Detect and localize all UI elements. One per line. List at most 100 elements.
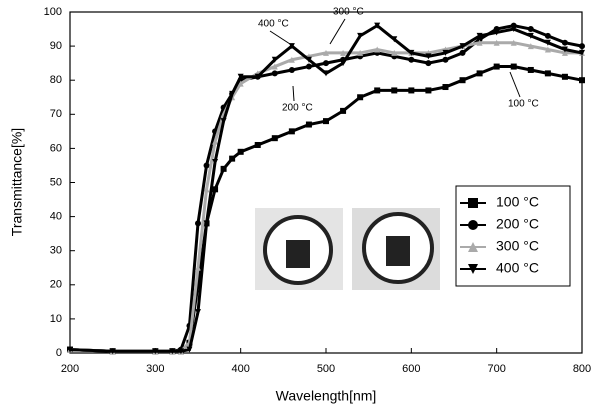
data-point [195,264,201,271]
data-point [561,49,568,56]
data-point [229,155,236,162]
y-tick-label: 50 [50,176,62,188]
data-point [527,32,534,39]
data-point [442,56,449,63]
data-point [237,80,244,87]
data-point [212,186,219,193]
legend-label: 200 °C [496,216,539,232]
y-tick-label: 90 [50,40,62,52]
x-tick-label: 800 [573,363,591,375]
data-point [374,46,381,53]
annotation: 200 °C [282,103,313,114]
logo-mark [286,240,310,268]
data-point [459,49,466,56]
data-point [357,49,364,56]
data-point [425,87,432,94]
data-point [177,348,184,355]
series-line [69,23,583,353]
data-point [323,118,329,125]
data-point [288,128,295,135]
data-point [374,87,381,94]
data-point [425,60,432,67]
series-line [69,41,582,353]
data-point [169,348,176,355]
annotation: 400 °C [258,19,289,30]
data-point [195,220,201,227]
data-point [374,22,381,29]
data-point [493,63,500,70]
data-point [510,39,517,46]
data-point [510,26,517,33]
annotation-arrow [509,71,521,98]
data-point [544,70,551,77]
annotation: 100 °C [508,99,539,110]
data-point [442,49,449,56]
x-tick-label: 300 [146,363,164,375]
data-point [340,107,347,114]
x-tick-label: 400 [231,363,249,375]
data-point [561,73,568,80]
legend-label: 400 °C [496,260,539,276]
data-point [288,66,295,73]
data-point [476,70,483,77]
annotation: 300 °C [333,7,364,18]
data-point [408,87,415,94]
data-point [561,46,568,53]
legend-label: 300 °C [496,238,539,254]
data-point [527,66,534,73]
y-tick-label: 100 [44,6,62,18]
x-tick-label: 700 [487,363,505,375]
data-point [544,39,551,46]
legend-marker [468,264,478,274]
data-point [305,121,312,128]
y-tick-label: 40 [50,211,62,223]
data-point [579,49,585,56]
data-point [442,84,449,91]
data-point [391,49,398,56]
data-point [544,32,551,39]
data-point [476,32,483,39]
data-point [323,60,329,67]
data-point [391,36,398,43]
data-point [271,70,278,77]
data-point [493,29,500,36]
legend-marker [468,220,478,230]
logo-mark [386,236,410,266]
data-point [561,39,568,46]
data-point [67,346,73,353]
data-point [579,77,585,84]
y-tick-label: 10 [50,313,62,325]
x-axis-label: Wavelength[nm] [276,388,377,404]
data-point [579,43,585,50]
data-point [254,141,261,148]
data-point [408,49,415,56]
y-tick-label: 80 [50,74,62,86]
data-point [476,39,483,46]
data-point [212,138,219,145]
data-point [305,56,312,63]
data-point [288,56,295,63]
legend-marker [468,242,478,252]
data-point [109,348,116,355]
data-point [459,43,466,50]
data-point [544,46,551,53]
data-point [203,186,210,193]
data-point [340,49,347,56]
data-point [323,49,329,56]
data-point [459,77,466,84]
x-tick-label: 600 [402,363,420,375]
data-point [323,70,329,77]
data-point [408,56,415,63]
data-point [271,63,278,70]
data-point [254,73,261,80]
data-point [340,60,347,67]
data-point [220,165,227,172]
data-point [391,87,398,94]
annotation-arrow [292,85,295,102]
data-point [203,162,210,169]
data-point [229,90,236,97]
data-point [527,26,534,33]
data-point [527,43,534,50]
data-point [493,39,500,46]
